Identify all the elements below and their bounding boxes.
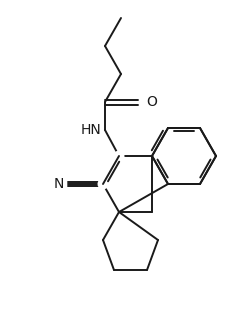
Text: N: N <box>54 177 64 191</box>
Text: O: O <box>146 95 157 109</box>
Text: HN: HN <box>80 123 101 137</box>
